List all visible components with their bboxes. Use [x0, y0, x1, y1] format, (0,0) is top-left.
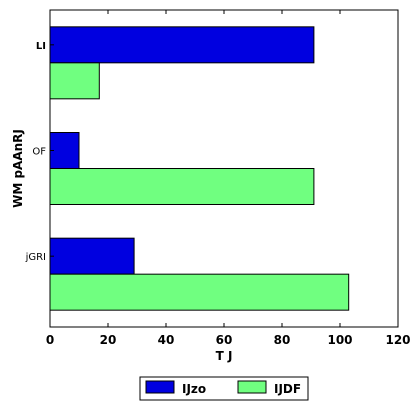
- legend-swatch-ijzo: [145, 380, 175, 394]
- x-axis-title: T J: [216, 349, 233, 363]
- bar-ijzo-of: [49, 132, 80, 169]
- legend-label-ijzo: IJzo: [182, 382, 206, 396]
- bar-ijdf-of: [49, 168, 315, 205]
- y-axis-categories: jGRI OF LI: [25, 41, 54, 263]
- x-tick-label-40: 40: [158, 333, 175, 347]
- x-tick-label-120: 120: [385, 333, 410, 347]
- bars-group: [49, 26, 350, 311]
- y-category-label-li: LI: [36, 41, 46, 52]
- bar-ijzo-jgri: [49, 237, 135, 275]
- y-category-label-jgri: jGRI: [25, 252, 46, 263]
- x-axis-ticks: 0 20 40 60 80 100 120: [46, 10, 411, 347]
- x-tick-label-80: 80: [274, 333, 291, 347]
- x-tick-label-0: 0: [46, 333, 54, 347]
- y-category-label-of: OF: [32, 147, 46, 158]
- bar-ijdf-jgri: [49, 273, 350, 311]
- x-tick-label-100: 100: [327, 333, 352, 347]
- bar-ijdf-li: [49, 62, 100, 100]
- legend-swatch-ijdf: [237, 380, 267, 394]
- legend-label-ijdf: IJDF: [274, 382, 301, 396]
- y-axis-title: WM pAAnRJ: [11, 129, 25, 208]
- legend: IJzo IJDF: [139, 376, 309, 401]
- bar-ijzo-li: [49, 26, 315, 64]
- x-tick-label-60: 60: [216, 333, 233, 347]
- x-tick-label-20: 20: [100, 333, 117, 347]
